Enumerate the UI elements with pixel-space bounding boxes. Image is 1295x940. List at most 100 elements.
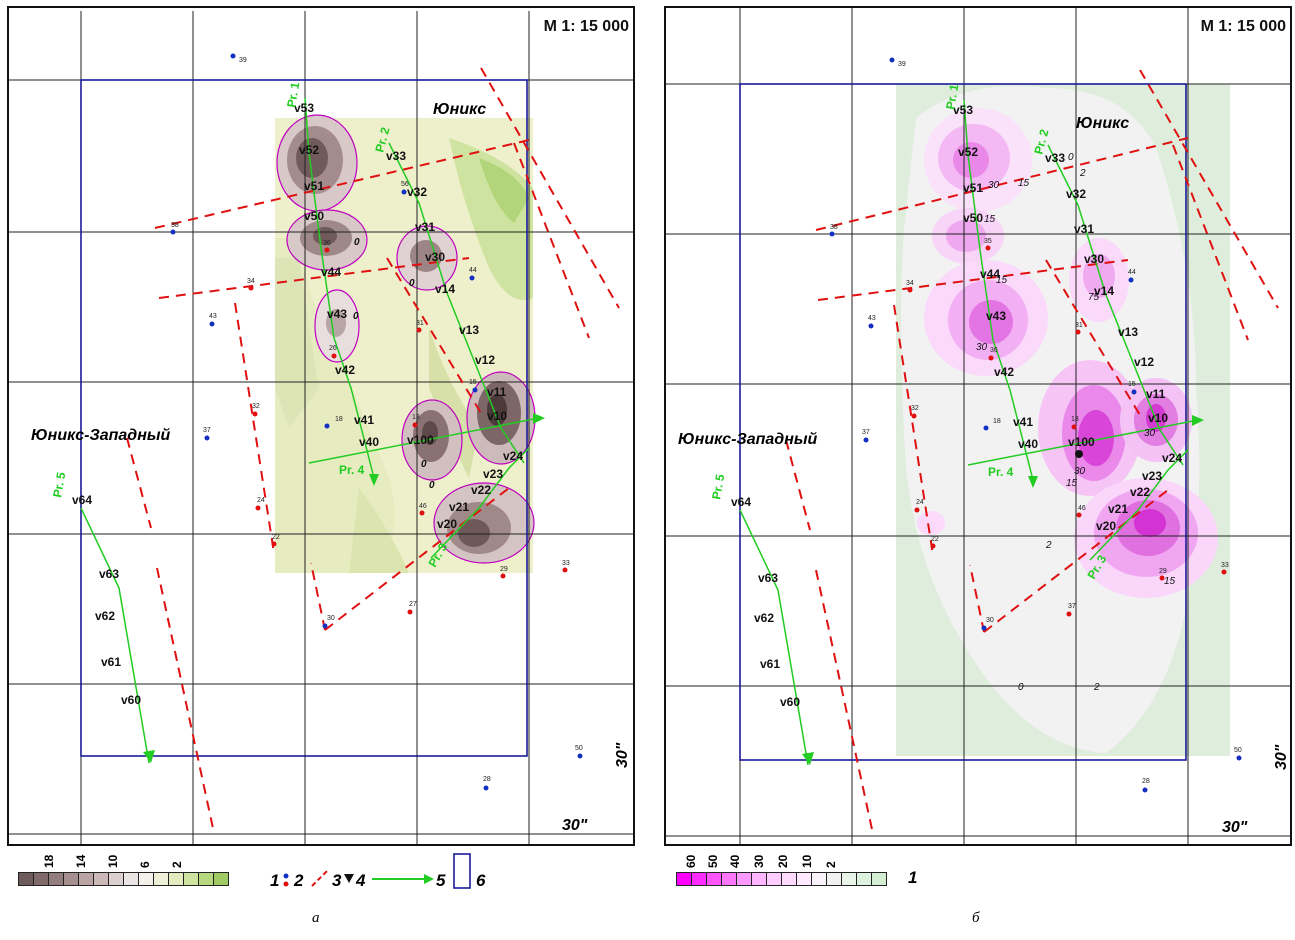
legend-item-2: 2	[293, 871, 304, 890]
stations-b: v53 v52 v51 v50 v44 v43 v42 v41 v40 v33 …	[731, 103, 1182, 709]
station-label: v13	[1118, 325, 1138, 339]
grid-spacing-label-x: 30"	[562, 817, 588, 834]
station-label: v44	[980, 267, 1000, 281]
faults	[126, 67, 620, 834]
legend-item-4: 4	[355, 871, 366, 890]
station-label: v24	[503, 449, 523, 463]
well-label: 34	[906, 280, 914, 287]
faults	[785, 69, 1279, 835]
well-label: 36	[323, 240, 331, 247]
well-label: 44	[1128, 269, 1136, 276]
well-label: 37	[1068, 603, 1076, 610]
legend-swatch	[826, 872, 842, 886]
stations-a: v53 v52 v51 v50 v44 v43 v42 v41 v40 v33 …	[72, 101, 523, 707]
legend-swatch	[811, 872, 827, 886]
svg-text:Pr. 1: Pr. 1	[284, 81, 302, 109]
station-label: v31	[1074, 222, 1094, 236]
legend-swatch	[751, 872, 767, 886]
area-label-unix-west: Юникс-Западный	[678, 431, 818, 448]
station-label: v61	[101, 655, 121, 669]
station-label: v22	[1130, 485, 1150, 499]
svg-text:0: 0	[1068, 152, 1074, 163]
license-boundary	[80, 79, 528, 757]
svg-text:2: 2	[1045, 540, 1052, 551]
well-label: 28	[1142, 778, 1150, 785]
station-label: v13	[459, 323, 479, 337]
station-label: v21	[449, 500, 469, 514]
well-label: 50	[575, 745, 583, 752]
map-scale: M 1: 15 000	[543, 18, 629, 35]
legend-swatch	[213, 872, 229, 886]
station-label: v23	[483, 467, 503, 481]
well-label: 37	[203, 427, 211, 434]
legend-swatch	[796, 872, 812, 886]
svg-text:0: 0	[409, 278, 415, 289]
legend-color-scale	[676, 872, 887, 886]
well-label: 13	[412, 414, 420, 421]
wells	[829, 57, 1242, 793]
station-label: v33	[386, 149, 406, 163]
station-label: v64	[72, 493, 92, 507]
station-label: v51	[304, 179, 324, 193]
station-label: v60	[780, 695, 800, 709]
legend-swatch	[721, 872, 737, 886]
legend-scale-value: 2	[824, 861, 838, 868]
svg-text:15: 15	[984, 214, 996, 225]
area-label-unix: Юникс	[1076, 115, 1129, 132]
station-label: v20	[1096, 519, 1116, 533]
legend-scale-value: 40	[728, 854, 742, 868]
station-label: v10	[1148, 411, 1168, 425]
anomalies-b	[917, 108, 1218, 598]
area-label-unix-west: Юникс-Западный	[31, 427, 171, 444]
well-label: 29	[500, 566, 508, 573]
map-canvas-b: 39 38 34 43 37 32 18 35 36 31 13 24 22 3…	[666, 8, 1290, 844]
well-label: 29	[1159, 568, 1167, 575]
station-label: v61	[760, 657, 780, 671]
station-label: v24	[1162, 451, 1182, 465]
well-label: 18	[993, 418, 1001, 425]
station-label: v32	[407, 185, 427, 199]
legend-scale-value: 20	[776, 854, 790, 868]
well-label: 44	[469, 267, 477, 274]
svg-text:15: 15	[1164, 576, 1176, 587]
contour-labels-a: 0 0 0 0 0	[353, 237, 435, 491]
station-label: v30	[1084, 252, 1104, 266]
station-label: v12	[1134, 355, 1154, 369]
profiles	[80, 97, 540, 764]
station-label: v40	[1018, 437, 1038, 451]
map-panel-a: 39 38 34 43 37 32 18 36 26 31 13 24 22 3…	[7, 6, 635, 846]
station-label: v20	[437, 517, 457, 531]
map-panel-b: 39 38 34 43 37 32 18 35 36 31 13 24 22 3…	[664, 6, 1292, 846]
caption-a: а	[312, 910, 320, 926]
well-label: 13	[1071, 416, 1079, 423]
station-label: v53	[294, 101, 314, 115]
station-label: v33	[1045, 151, 1065, 165]
svg-text:0: 0	[353, 311, 359, 322]
grid-spacing-label-y: 30"	[614, 742, 631, 768]
well-label: 26	[329, 345, 337, 352]
station-label: v62	[754, 611, 774, 625]
legend-swatch	[781, 872, 797, 886]
station-label: v21	[1108, 502, 1128, 516]
legend-swatch	[856, 872, 872, 886]
well-label: 31	[416, 320, 424, 327]
svg-text:Pr. 2: Pr. 2	[1031, 127, 1051, 155]
profile-labels-a: Pr. 1 Pr. 2 Pr. 3 Pr. 4 Pr. 5	[50, 81, 450, 570]
well-label: 32	[911, 405, 919, 412]
station-label: v41	[1013, 415, 1033, 429]
station-label: v11	[1146, 387, 1166, 401]
well-label: 43	[209, 313, 217, 320]
svg-text:Pr. 4: Pr. 4	[988, 465, 1014, 479]
station-label: v44	[321, 265, 341, 279]
legend-symbols-a: 1 2 3 4 5 6	[270, 853, 486, 890]
station-label: v60	[121, 693, 141, 707]
legend-swatch	[736, 872, 752, 886]
station-label: v50	[963, 211, 983, 225]
well-label: 33	[1221, 562, 1229, 569]
svg-text:Pr. 4: Pr. 4	[339, 463, 365, 477]
station-label: v42	[335, 363, 355, 377]
well-label: 22	[272, 534, 280, 541]
station-label: v31	[415, 220, 435, 234]
grid-spacing-label-y: 30"	[1273, 744, 1290, 770]
well-label: 32	[252, 403, 260, 410]
